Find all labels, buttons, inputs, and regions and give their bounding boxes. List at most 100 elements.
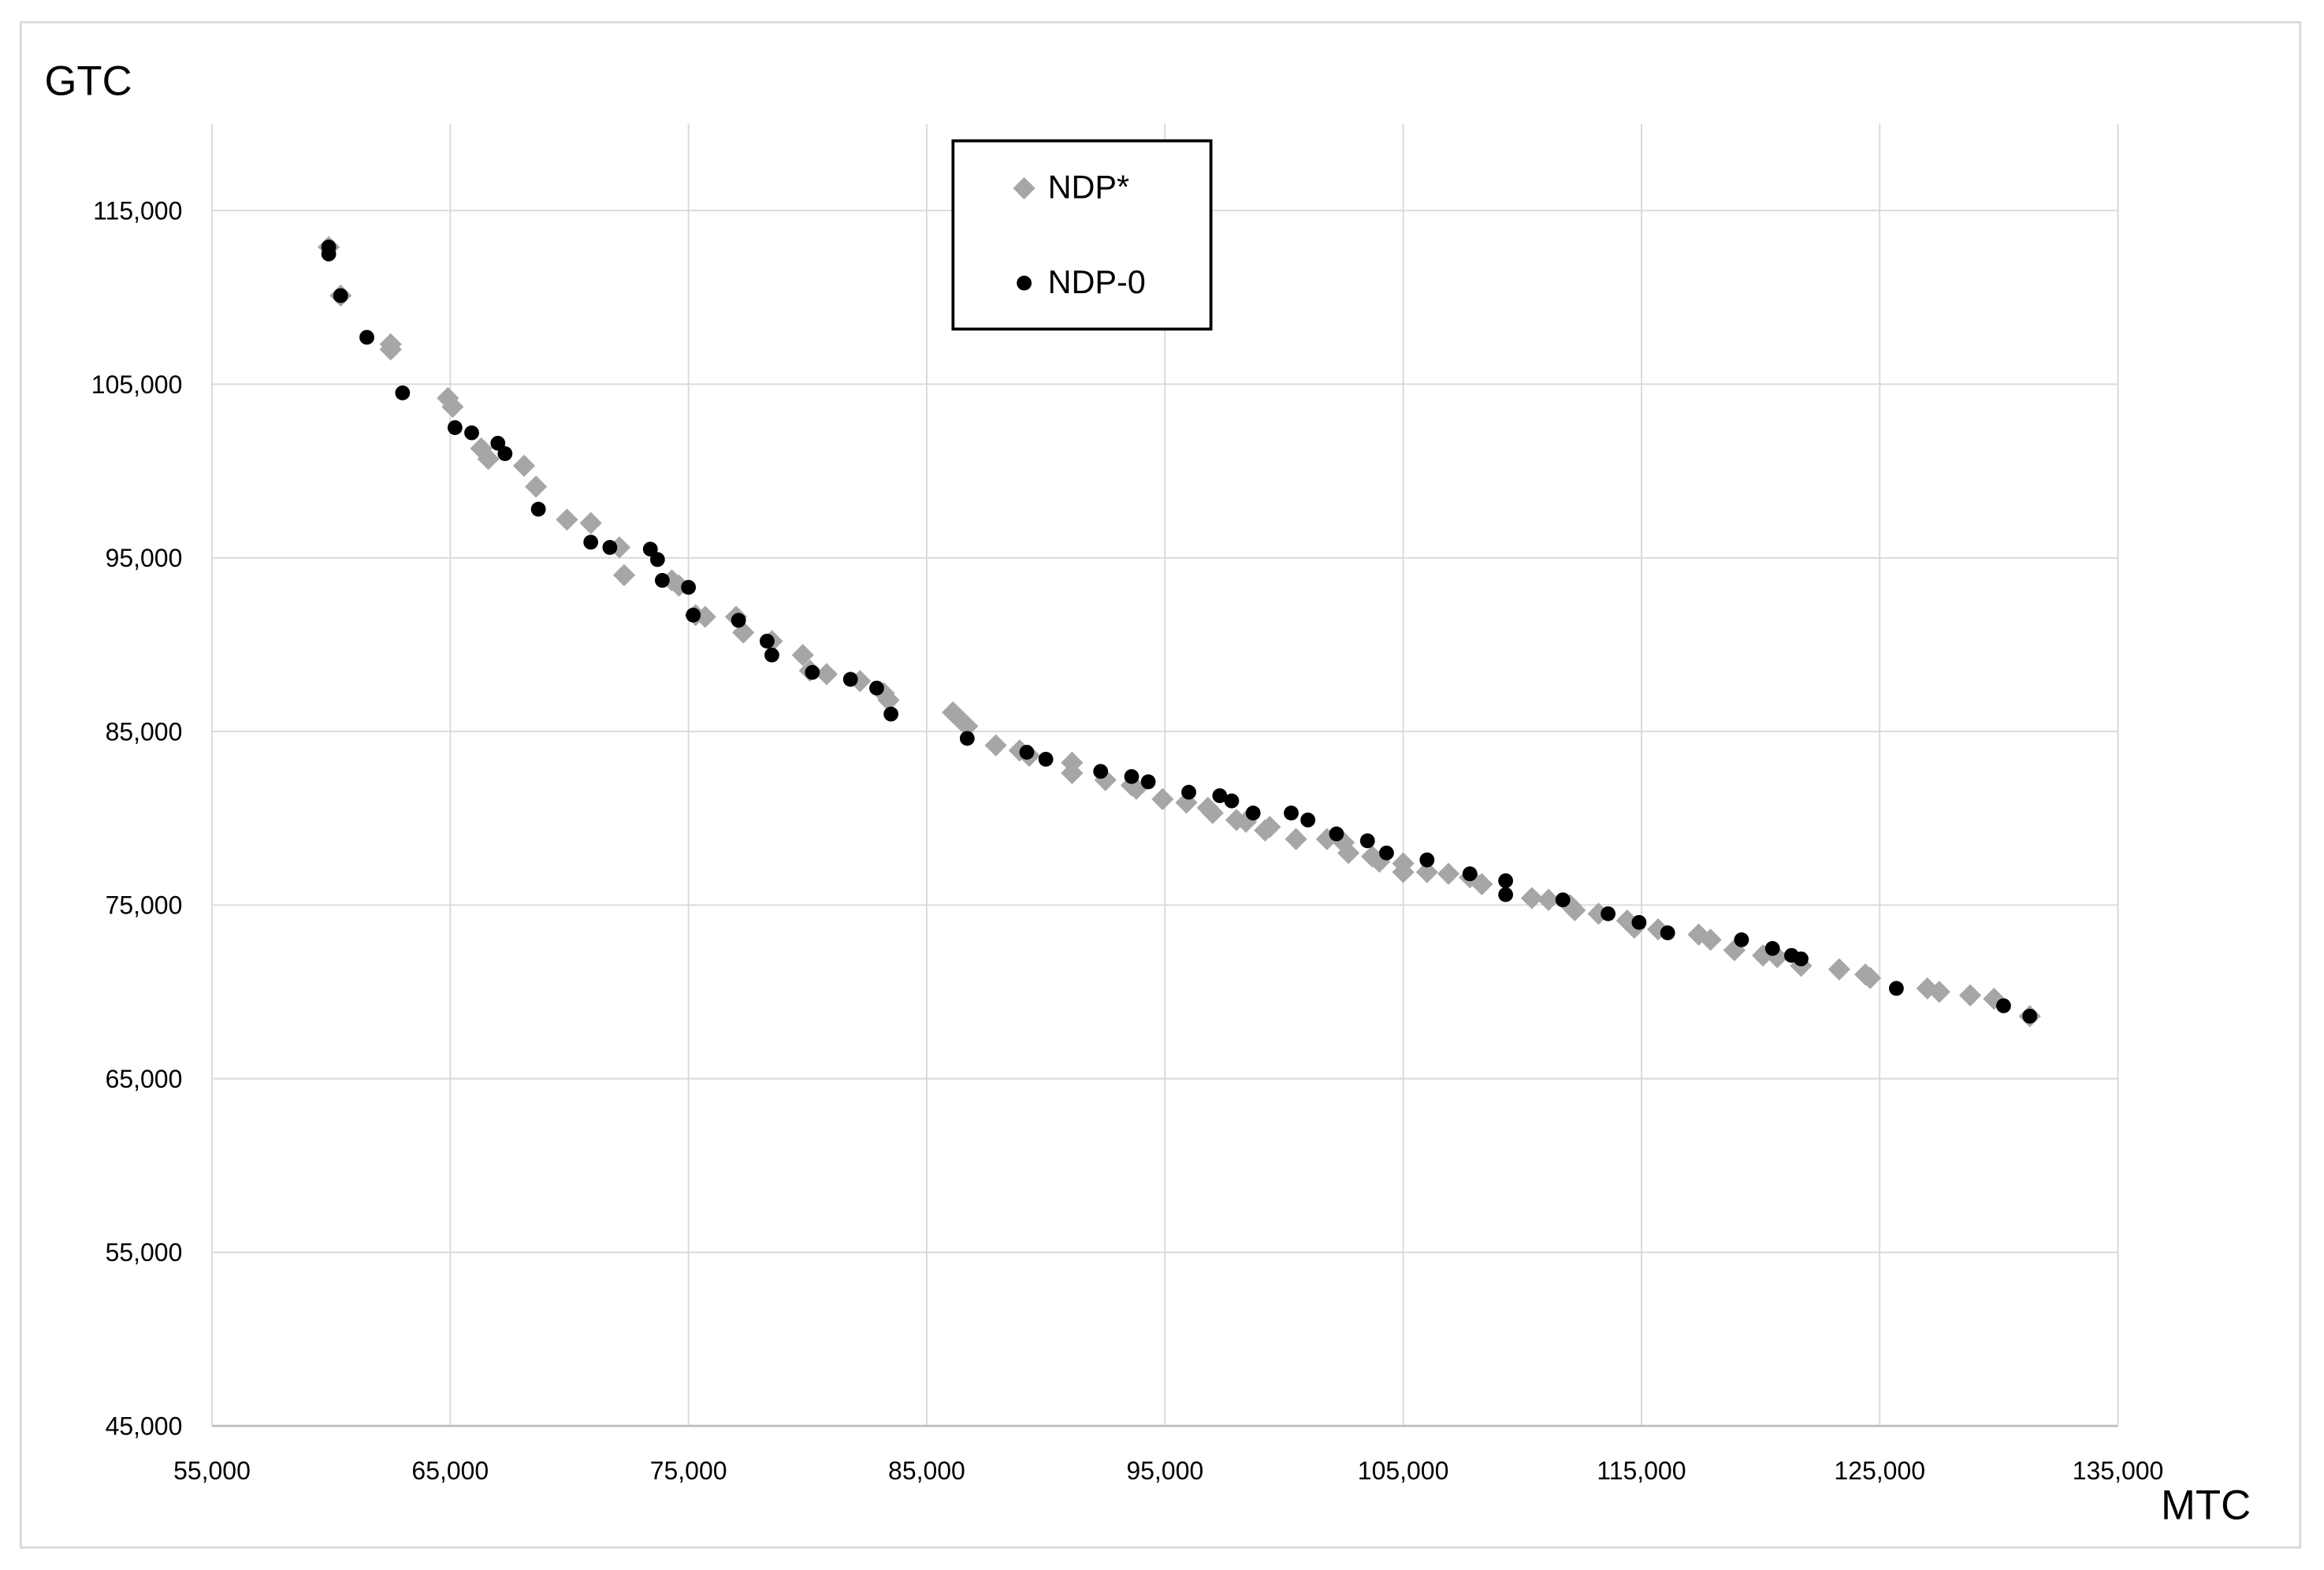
- legend-label: NDP-0: [1048, 264, 1146, 300]
- diamond-point: [1151, 787, 1174, 811]
- dot-point: [764, 647, 779, 663]
- dot-point: [1019, 745, 1035, 760]
- dot-point: [1284, 805, 1299, 820]
- dot-point: [395, 385, 411, 400]
- diamond-point: [791, 644, 814, 667]
- dot-point: [1601, 906, 1616, 921]
- x-axis-title: MTC: [2161, 1483, 2251, 1529]
- dot-point: [1140, 774, 1156, 790]
- legend-marker: [1013, 177, 1036, 199]
- y-tick-label: 75,000: [106, 891, 183, 920]
- y-tick-label: 45,000: [106, 1412, 183, 1440]
- x-tick-label: 95,000: [1126, 1457, 1203, 1485]
- y-tick-label: 55,000: [106, 1238, 183, 1267]
- diamond-point: [1928, 980, 1950, 1003]
- diamond-point: [1564, 898, 1586, 922]
- y-tick-label: 85,000: [106, 717, 183, 746]
- dot-point: [1329, 826, 1344, 842]
- x-tick-label: 55,000: [173, 1457, 251, 1485]
- dot-point: [883, 706, 899, 722]
- dot-point: [490, 435, 506, 451]
- dot-point: [1093, 764, 1109, 779]
- x-tick-label: 75,000: [650, 1457, 727, 1485]
- dot-point: [1794, 951, 1809, 967]
- dot-point: [464, 425, 479, 441]
- y-tick-label: 95,000: [106, 544, 183, 572]
- x-tick-label: 85,000: [888, 1457, 965, 1485]
- diamond-point: [1061, 761, 1084, 785]
- diamond-point: [1958, 984, 1982, 1006]
- legend-box: [951, 139, 1213, 331]
- dot-point: [1300, 812, 1316, 828]
- dot-point: [959, 731, 975, 746]
- dot-point: [321, 246, 337, 262]
- y-axis-title: GTC: [44, 58, 132, 104]
- diamond-point: [556, 508, 578, 531]
- dot-point: [759, 634, 775, 649]
- x-tick-label: 125,000: [1834, 1457, 1925, 1485]
- dot-point: [1631, 914, 1647, 930]
- dot-point: [1498, 887, 1513, 902]
- dot-point: [654, 572, 670, 588]
- dot-point: [1038, 751, 1054, 767]
- dot-point: [1359, 833, 1375, 849]
- y-tick-label: 105,000: [91, 370, 183, 399]
- diamond-point: [1471, 872, 1493, 896]
- x-tick-label: 135,000: [2073, 1457, 2164, 1485]
- dot-point: [731, 612, 746, 628]
- diamond-point: [1520, 887, 1543, 910]
- x-tick-label: 115,000: [1597, 1457, 1686, 1485]
- dot-point: [1764, 941, 1780, 956]
- diamond-point: [1437, 862, 1460, 885]
- diamond-point: [877, 689, 900, 712]
- diamond-point: [379, 338, 402, 361]
- diamond-point: [1537, 888, 1560, 911]
- diamond-point: [1859, 966, 1882, 989]
- dot-point: [649, 552, 665, 567]
- dot-point: [583, 534, 599, 550]
- diamond-point: [1259, 816, 1281, 839]
- dot-point: [1555, 892, 1571, 908]
- dot-point: [1224, 793, 1240, 809]
- y-tick-label: 65,000: [106, 1065, 183, 1093]
- legend-label: NDP*: [1048, 169, 1129, 206]
- dot-point: [530, 501, 546, 517]
- diamond-point: [693, 605, 716, 628]
- dot-point: [2022, 1008, 2038, 1024]
- diamond-point: [1285, 828, 1307, 850]
- dot-point: [1734, 932, 1750, 947]
- dot-point: [1419, 852, 1435, 868]
- dot-point: [869, 680, 884, 696]
- dot-point: [1660, 925, 1675, 940]
- dot-point: [1498, 873, 1513, 888]
- dot-point: [1462, 866, 1478, 882]
- x-tick-label: 105,000: [1358, 1457, 1449, 1485]
- diamond-point: [815, 663, 838, 686]
- dot-point: [642, 541, 658, 557]
- dot-point: [602, 540, 618, 555]
- y-tick-label: 115,000: [93, 196, 182, 225]
- dot-point: [1379, 845, 1394, 861]
- dot-point: [1245, 805, 1261, 820]
- dot-point: [842, 672, 858, 687]
- dot-point: [681, 579, 697, 595]
- dot-point: [1124, 768, 1140, 784]
- dot-point: [1888, 980, 1904, 996]
- dot-point: [686, 608, 701, 623]
- dot-point: [1181, 784, 1196, 800]
- dot-point: [359, 329, 374, 345]
- dot-point: [1212, 788, 1228, 803]
- diamond-point: [1699, 928, 1722, 951]
- diamond-point: [1201, 802, 1224, 824]
- x-tick-label: 65,000: [411, 1457, 489, 1485]
- legend-marker: [1017, 275, 1032, 291]
- dot-point: [1996, 998, 2011, 1014]
- diamond-point: [477, 448, 500, 471]
- dot-point: [497, 446, 513, 461]
- diamond-point: [956, 715, 979, 738]
- diamond-point: [984, 734, 1007, 757]
- dot-point: [447, 420, 463, 435]
- dot-point: [333, 288, 348, 303]
